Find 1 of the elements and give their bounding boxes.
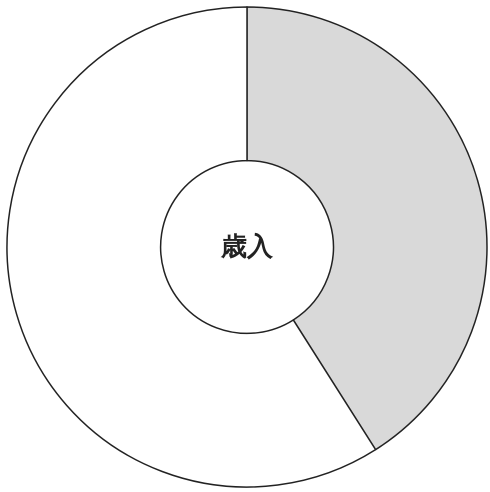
text: 歳入: [220, 232, 274, 262]
